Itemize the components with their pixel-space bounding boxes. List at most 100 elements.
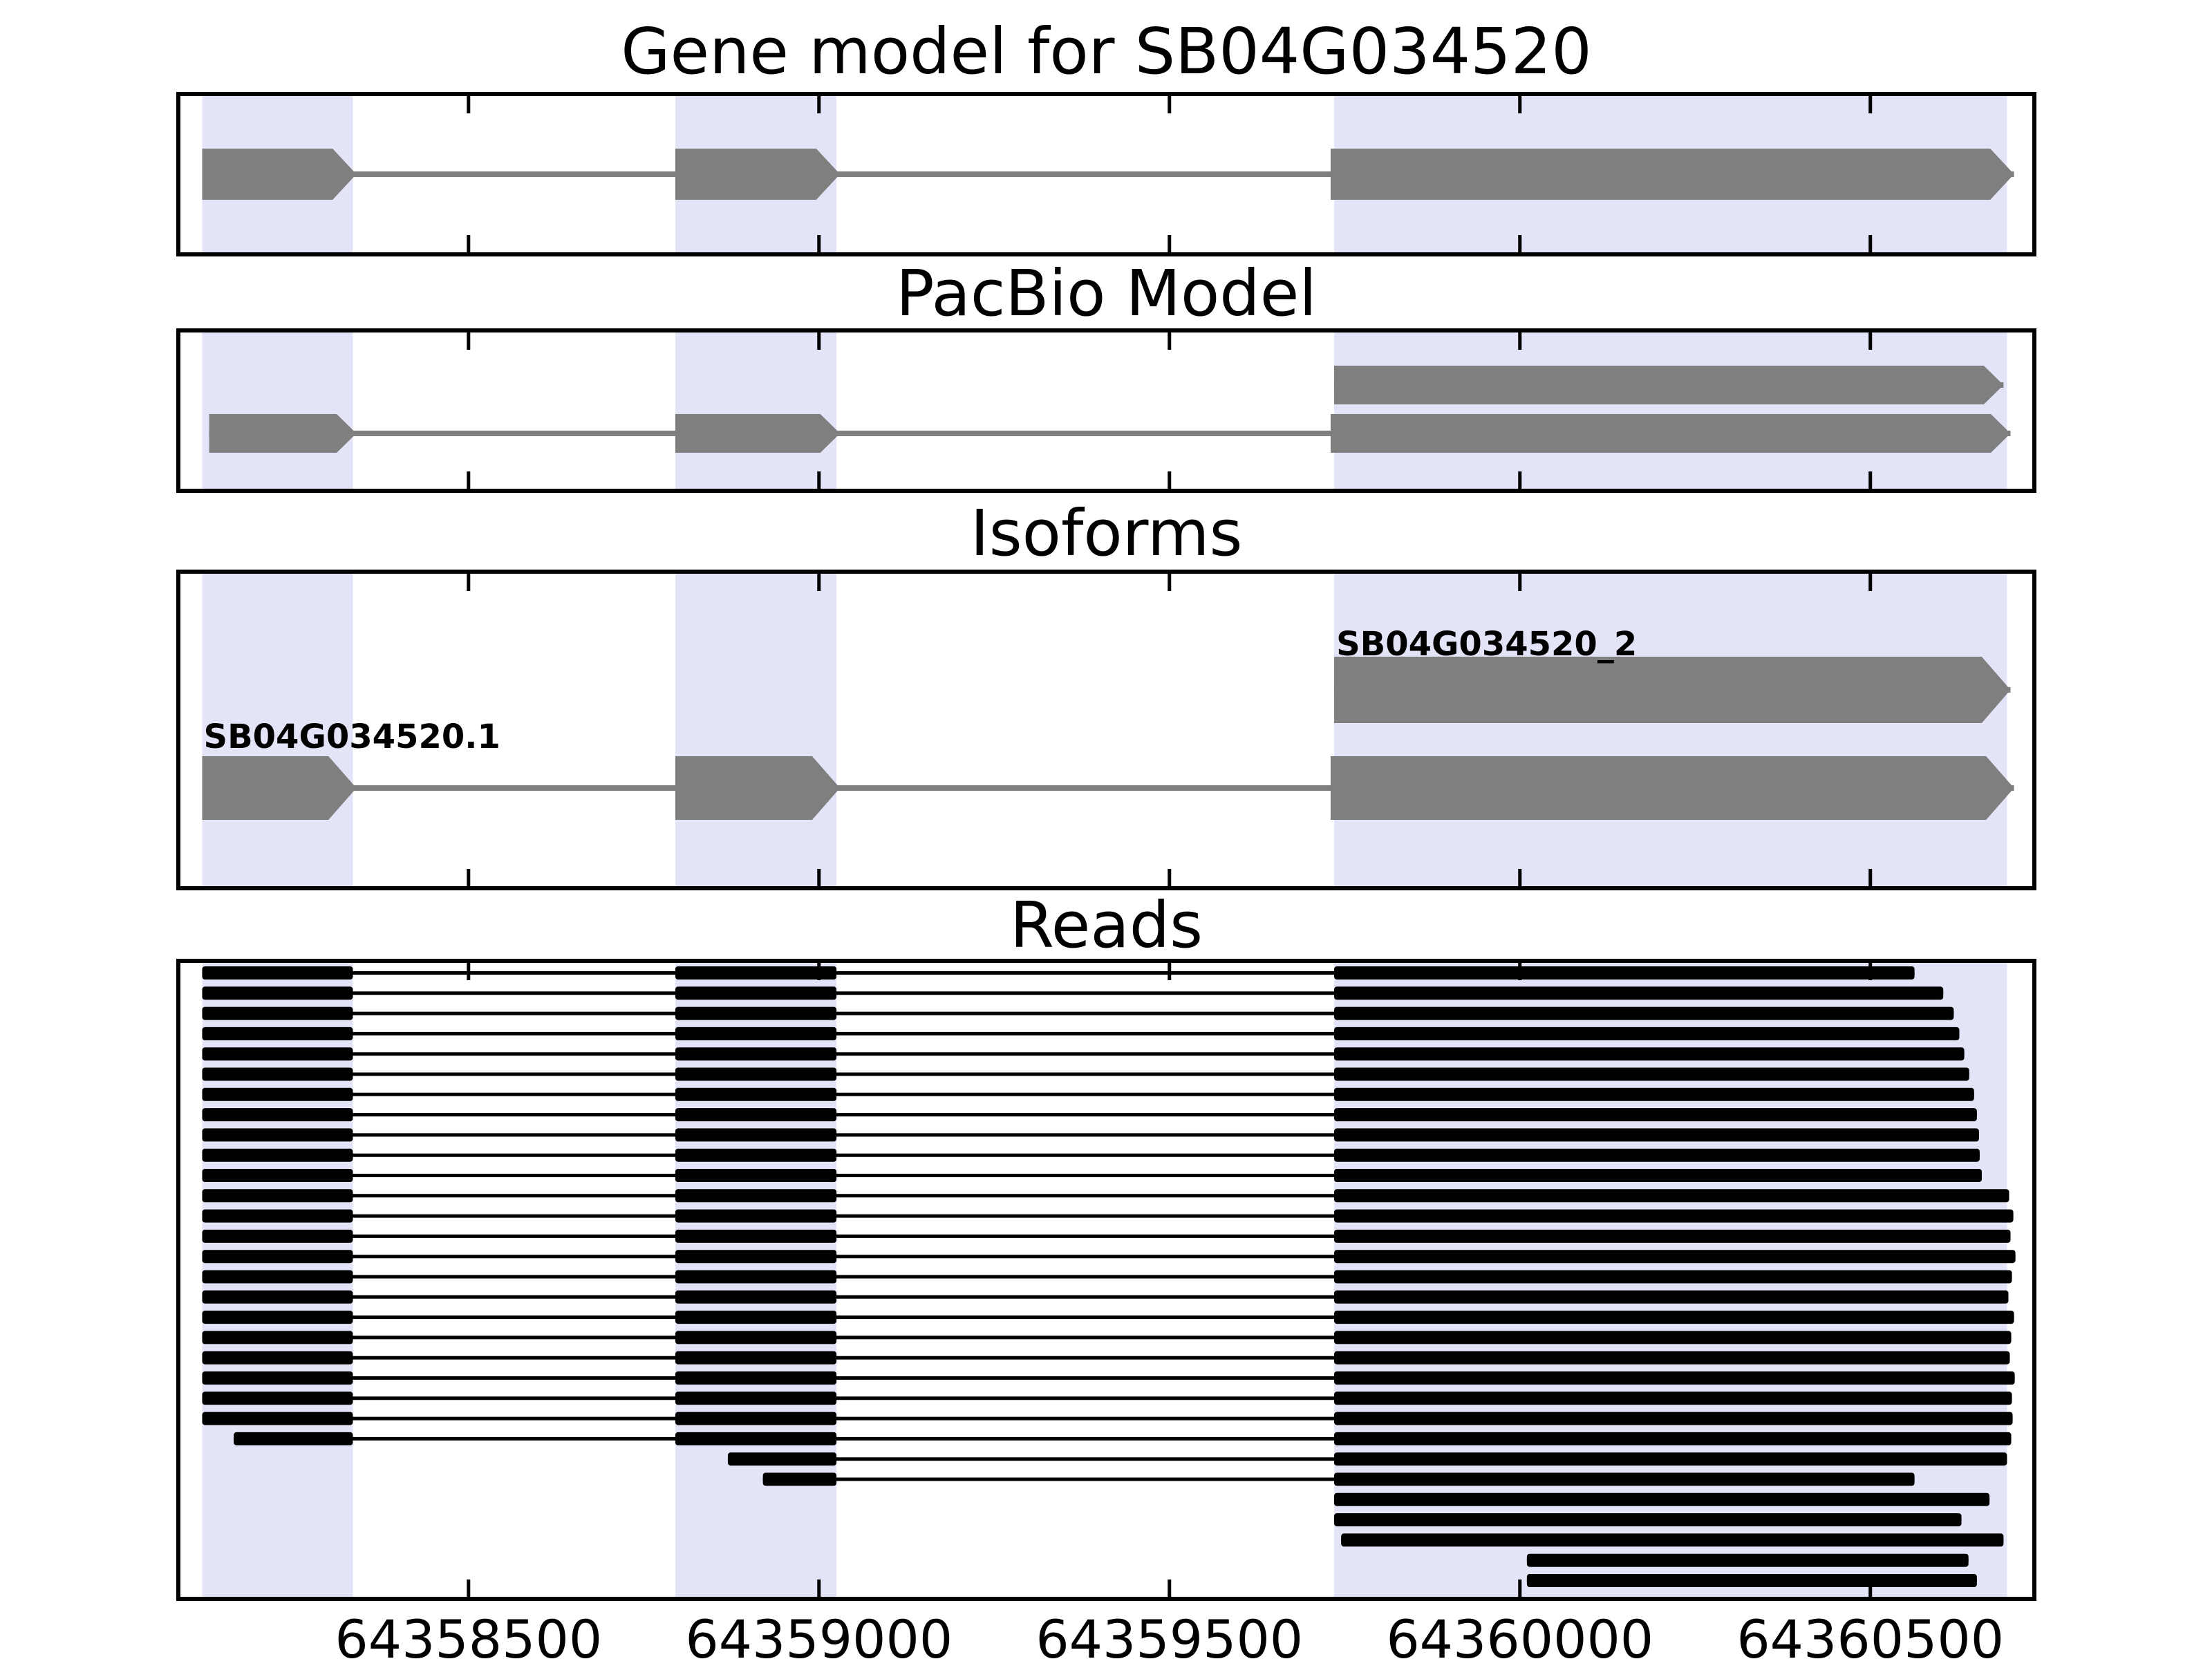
read-block [1334, 1472, 1915, 1486]
read-block [202, 1229, 353, 1243]
exon-highlight-band [1334, 572, 2007, 888]
read-block [675, 1432, 837, 1445]
x-tick-label: 64360000 [1386, 1609, 1653, 1659]
read-row [202, 1290, 2009, 1304]
read-row [202, 1027, 1960, 1040]
read-block [1334, 1331, 2012, 1344]
exon-arrow [202, 149, 357, 200]
read-block [1334, 1270, 2012, 1284]
text-layer: Gene model for SB04G034520 PacBio Model … [204, 15, 2005, 1659]
read-block [675, 1229, 837, 1243]
read-row [202, 1371, 2015, 1385]
read-row [202, 1209, 2014, 1223]
exon-highlight-band [675, 330, 837, 491]
read-block [675, 1006, 837, 1020]
isoform-label-1: SB04G034520.1 [204, 718, 500, 756]
isoforms-title: Isoforms [971, 496, 1243, 570]
gene-model-title: Gene model for SB04G034520 [621, 15, 1592, 88]
read-row [202, 1412, 2013, 1425]
read-block [1334, 966, 1915, 980]
read-block [1334, 1311, 2014, 1324]
read-row [202, 1148, 1980, 1162]
read-block [727, 1452, 837, 1466]
read-block [1334, 1371, 2015, 1385]
isoform-label-0: SB04G034520_2 [1336, 625, 1637, 664]
read-block [675, 1189, 837, 1203]
read-block [1334, 1047, 1965, 1061]
read-block [1341, 1533, 2004, 1547]
read-row [202, 1270, 2012, 1284]
read-row [202, 1087, 1974, 1101]
read-block [675, 1351, 837, 1365]
read-block [1334, 1492, 1990, 1506]
exon-arrow [1334, 657, 2011, 723]
read-block [202, 1047, 353, 1061]
read-row [202, 986, 1944, 1000]
read-block [675, 1108, 837, 1122]
read-block [202, 1250, 353, 1264]
read-block [1334, 1189, 2009, 1203]
read-block [234, 1432, 353, 1445]
read-block [1334, 1432, 2012, 1445]
read-block [1334, 1412, 2013, 1425]
read-block [1334, 1229, 2011, 1243]
read-block [202, 1087, 353, 1101]
plot-layer [176, 92, 2036, 1601]
read-row [202, 1108, 1977, 1122]
read-row [1526, 1553, 1969, 1567]
read-row [202, 1311, 2014, 1324]
read-block [202, 1209, 353, 1223]
exon-arrow [1330, 149, 2014, 200]
read-block [202, 966, 353, 980]
read-block [1334, 1391, 2012, 1405]
read-row [202, 1169, 1982, 1182]
read-block [202, 1311, 353, 1324]
exon-arrow [202, 756, 357, 820]
exon-arrow [1334, 366, 2004, 404]
read-block [202, 1391, 353, 1405]
exon-arrow [675, 414, 841, 453]
read-block [1526, 1574, 1977, 1587]
read-block [675, 1412, 837, 1425]
read-block [1334, 1513, 1962, 1527]
read-block [675, 1290, 837, 1304]
read-block [1334, 1128, 1979, 1142]
read-block [202, 1331, 353, 1344]
exon-arrow [1330, 414, 2011, 453]
read-block [1334, 1209, 2014, 1223]
read-block [202, 1169, 353, 1182]
x-tick-label: 64359500 [1035, 1609, 1303, 1659]
read-block [1334, 1169, 1982, 1182]
exon-highlight-band [202, 572, 353, 888]
read-row [1334, 1492, 1990, 1506]
read-block [675, 1311, 837, 1324]
read-row [1341, 1533, 2004, 1547]
read-row [202, 1047, 1965, 1061]
read-row [202, 1067, 1969, 1081]
panel-frame [176, 328, 2036, 493]
read-row [234, 1432, 2012, 1445]
exon-arrow [209, 414, 357, 453]
read-block [202, 1412, 353, 1425]
panel-frame [176, 92, 2036, 256]
read-block [202, 1189, 353, 1203]
read-block [1334, 986, 1944, 1000]
read-block [1334, 1108, 1977, 1122]
x-tick-label: 64358500 [335, 1609, 602, 1659]
read-block [675, 1047, 837, 1061]
read-row [1334, 1513, 1962, 1527]
read-block [202, 1270, 353, 1284]
read-block [675, 986, 837, 1000]
read-block [202, 1128, 353, 1142]
read-block [202, 1290, 353, 1304]
read-row [1526, 1574, 1977, 1587]
exon-arrow [1330, 756, 2014, 820]
x-tick-label: 64360500 [1736, 1609, 2004, 1659]
read-block [202, 1148, 353, 1162]
read-block [675, 1027, 837, 1040]
read-block [675, 1209, 837, 1223]
read-row [727, 1452, 2007, 1466]
read-block [762, 1472, 837, 1486]
read-row [202, 1391, 2012, 1405]
